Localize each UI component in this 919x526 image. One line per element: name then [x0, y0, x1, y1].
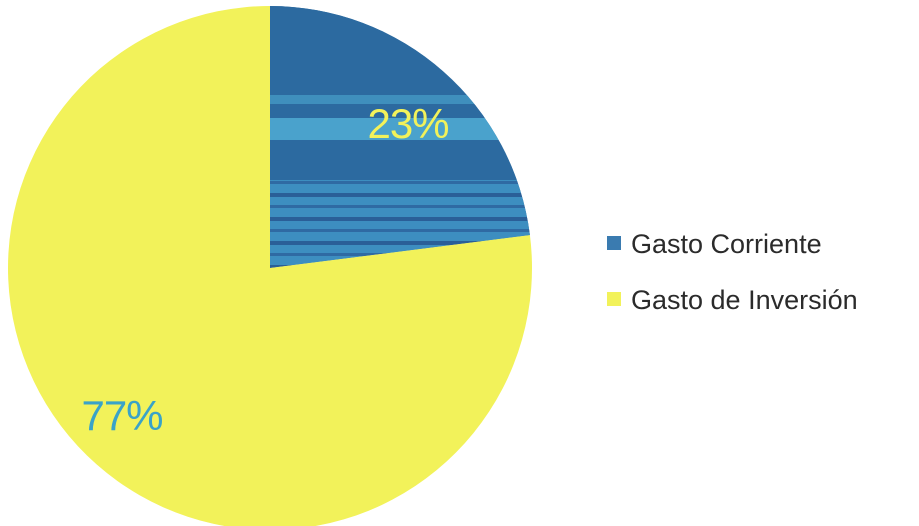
pie-slice-gasto-de-inversion [8, 6, 532, 526]
pie-slice-gasto-corriente [270, 6, 530, 268]
legend-label-gasto-corriente: Gasto Corriente [631, 229, 822, 259]
data-label-gasto-corriente: 23% [367, 100, 448, 147]
legend-label-gasto-de-inversion: Gasto de Inversión [631, 285, 858, 315]
pie-data-labels: 23% 77% [81, 100, 449, 439]
legend-swatch-gasto-corriente [607, 236, 621, 250]
pie-slices [8, 6, 532, 526]
legend: Gasto Corriente Gasto de Inversión [607, 229, 858, 315]
data-label-gasto-de-inversion: 77% [81, 392, 162, 439]
legend-swatch-gasto-de-inversion [607, 292, 621, 306]
